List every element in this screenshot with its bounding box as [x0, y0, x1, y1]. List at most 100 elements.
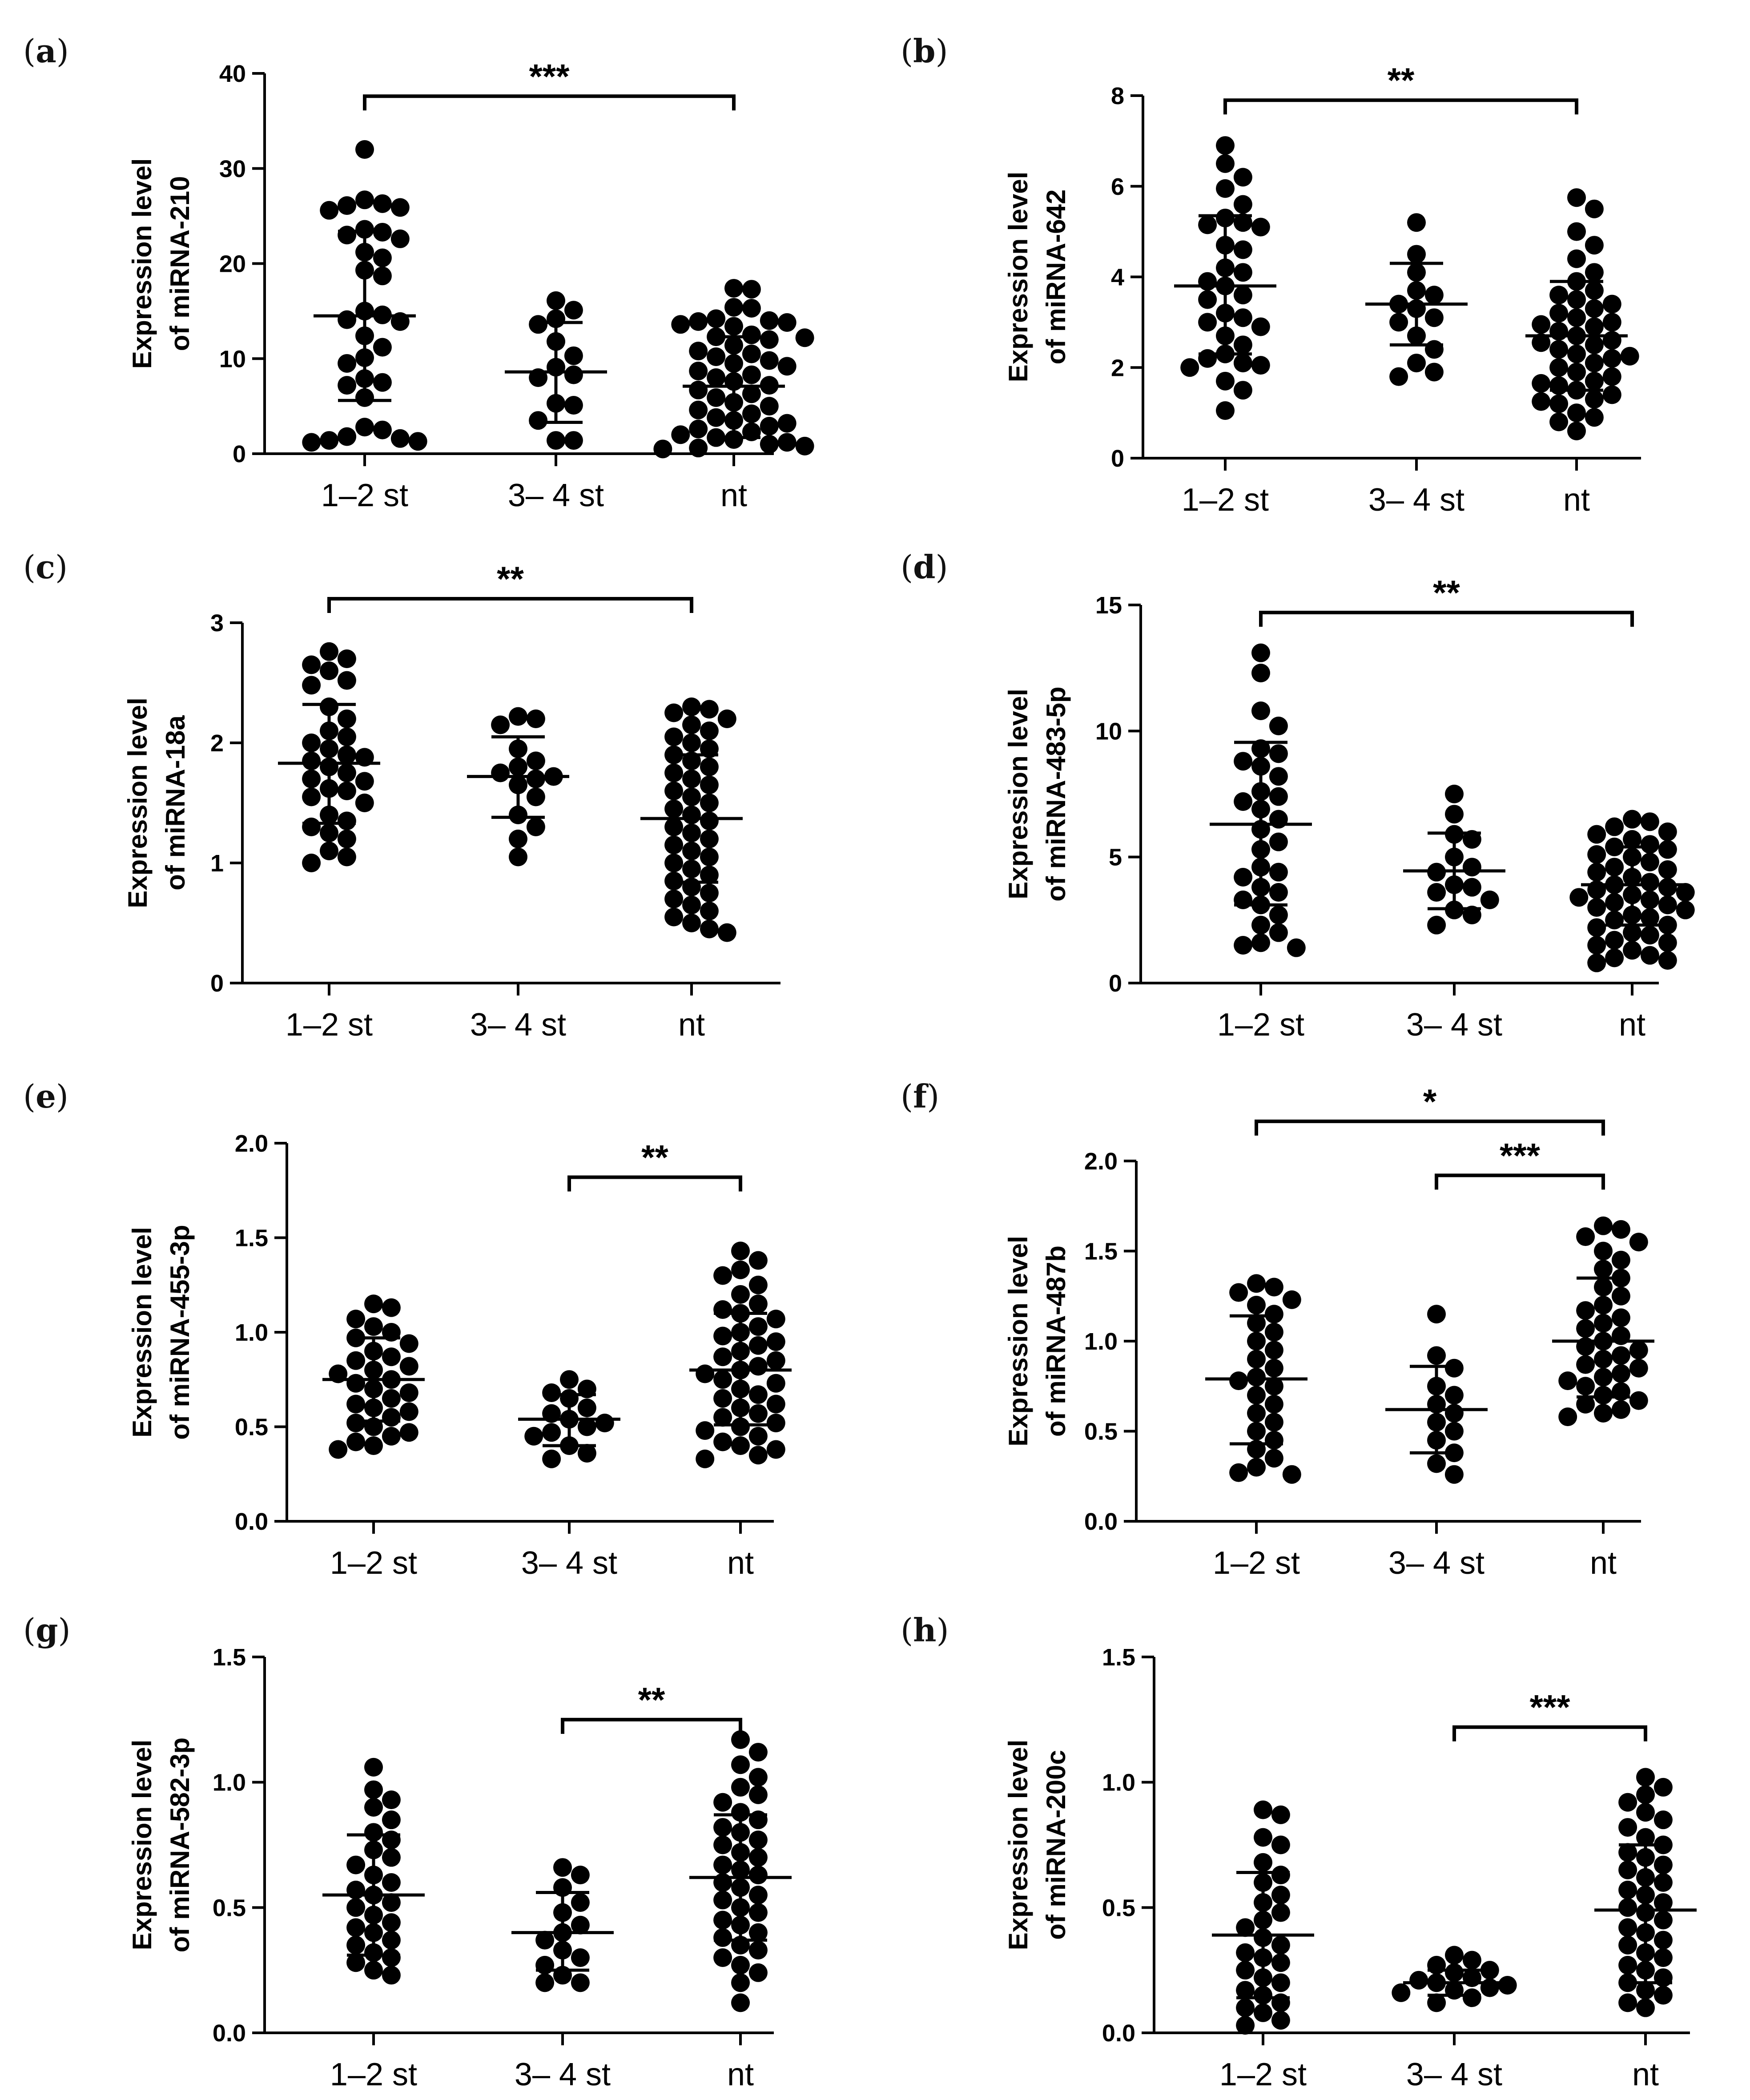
data-point	[399, 1402, 418, 1421]
data-point	[1407, 245, 1426, 264]
data-point	[337, 649, 356, 668]
data-point	[748, 1294, 768, 1314]
data-point	[748, 1317, 768, 1336]
data-point	[777, 357, 797, 376]
data-point	[1264, 1358, 1283, 1378]
data-point	[1585, 354, 1604, 373]
data-point	[1532, 333, 1551, 352]
data-point	[1282, 1290, 1301, 1309]
data-point	[355, 794, 374, 812]
data-point	[760, 351, 779, 370]
panel-label: (f)	[901, 1077, 939, 1115]
significance-label: ***	[1500, 1136, 1541, 1175]
y-tick-label: 1.0	[213, 1769, 246, 1796]
panel-label-close: )	[927, 1078, 939, 1115]
y-tick-label: 1.0	[235, 1319, 268, 1346]
data-point	[1269, 744, 1288, 763]
data-point	[1585, 199, 1604, 218]
data-point	[553, 1858, 572, 1877]
x-category-label: 3– 4 st	[1388, 1545, 1484, 1581]
panel-label: (a)	[23, 32, 69, 70]
data-point	[731, 1955, 750, 1975]
x-category-label: nt	[1590, 1545, 1617, 1581]
data-point	[1271, 1973, 1290, 1992]
data-point	[707, 408, 726, 427]
data-point	[571, 1915, 590, 1935]
x-category-label: 1–2 st	[330, 2057, 417, 2092]
data-point	[724, 430, 743, 449]
data-point	[338, 376, 357, 395]
data-point	[382, 1408, 401, 1427]
x-category-label: 1–2 st	[1182, 482, 1269, 518]
data-point	[1247, 1458, 1266, 1477]
y-axis-label-line1: Expression level	[1003, 1236, 1033, 1447]
data-point	[1271, 1953, 1290, 1972]
data-point	[664, 818, 684, 836]
data-point	[748, 1743, 768, 1762]
data-point	[1653, 1893, 1673, 1912]
data-point	[320, 823, 338, 842]
data-point	[713, 1266, 732, 1285]
data-point	[355, 418, 374, 437]
significance-bracket	[1452, 1725, 1647, 1741]
data-point	[1236, 1918, 1255, 1937]
data-point	[1618, 1898, 1637, 1917]
data-point	[707, 388, 726, 407]
significance-label: *	[1423, 1082, 1437, 1121]
data-point	[1251, 701, 1270, 720]
data-point	[700, 830, 719, 848]
data-point	[748, 1963, 768, 1982]
panel-label-letter: e	[36, 1077, 56, 1115]
data-point	[1576, 1377, 1595, 1396]
significance-label: ***	[529, 56, 570, 96]
panel-label-close: )	[936, 1612, 949, 1649]
data-point	[1233, 240, 1252, 259]
data-point	[1594, 1404, 1613, 1423]
data-point	[1233, 168, 1252, 187]
data-point	[1254, 1853, 1272, 1872]
data-point	[1287, 938, 1306, 957]
data-point	[320, 661, 338, 680]
data-point	[1424, 363, 1444, 382]
data-point	[1636, 1828, 1655, 1847]
data-point	[742, 344, 761, 363]
data-point	[1602, 349, 1621, 368]
data-point	[1611, 1400, 1630, 1419]
data-point	[1269, 923, 1288, 942]
data-point	[766, 1351, 785, 1370]
data-point	[1269, 717, 1288, 735]
data-point	[529, 315, 548, 334]
data-point	[748, 1903, 768, 1922]
data-point	[1585, 236, 1604, 255]
data-point	[382, 1810, 401, 1830]
data-point	[689, 312, 708, 331]
data-point	[671, 315, 690, 334]
data-point	[1233, 195, 1252, 214]
data-point	[731, 1730, 750, 1749]
data-point	[595, 1414, 614, 1432]
data-point	[682, 734, 701, 752]
y-tick-label: 30	[219, 156, 246, 182]
data-point	[1216, 136, 1235, 155]
data-point	[1567, 188, 1586, 207]
data-point	[700, 811, 719, 830]
data-point	[1640, 946, 1659, 965]
data-point	[399, 1423, 418, 1442]
data-point	[302, 676, 321, 695]
data-point	[1229, 1463, 1248, 1482]
data-point	[664, 835, 684, 855]
panel-label-open: (	[23, 32, 36, 70]
significance-bracket	[1435, 1173, 1605, 1190]
data-point	[364, 1798, 383, 1817]
x-category-label: 1–2 st	[321, 478, 408, 513]
data-point	[1236, 1943, 1255, 1962]
data-point	[346, 1855, 366, 1874]
data-point	[1407, 213, 1426, 232]
data-point	[731, 1260, 750, 1279]
data-point	[777, 414, 797, 433]
data-point	[1640, 873, 1659, 892]
data-point	[364, 1823, 383, 1842]
data-point	[777, 313, 797, 332]
data-point	[390, 429, 410, 448]
data-point	[1236, 1961, 1255, 1980]
